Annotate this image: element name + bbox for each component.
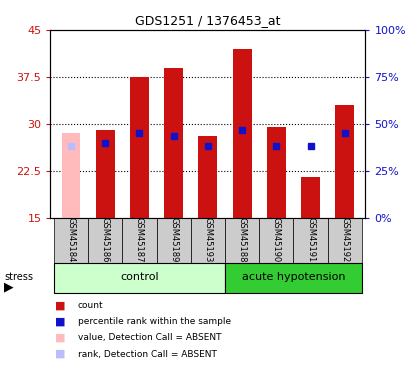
Bar — [259, 217, 294, 262]
Bar — [96, 130, 115, 218]
Text: GSM45186: GSM45186 — [101, 217, 110, 263]
Text: GSM45188: GSM45188 — [238, 217, 247, 263]
Text: ■: ■ — [55, 301, 65, 310]
Bar — [199, 136, 217, 218]
Text: rank, Detection Call = ABSENT: rank, Detection Call = ABSENT — [78, 350, 217, 358]
Bar — [328, 217, 362, 262]
Text: ■: ■ — [55, 317, 65, 327]
Text: percentile rank within the sample: percentile rank within the sample — [78, 317, 231, 326]
Text: ■: ■ — [55, 333, 65, 343]
Text: GSM45184: GSM45184 — [66, 217, 76, 262]
Text: GSM45192: GSM45192 — [340, 217, 349, 262]
Bar — [88, 217, 122, 262]
Bar — [336, 105, 354, 218]
Text: GSM45190: GSM45190 — [272, 217, 281, 262]
Bar — [233, 49, 252, 217]
Title: GDS1251 / 1376453_at: GDS1251 / 1376453_at — [135, 15, 281, 27]
Bar — [54, 217, 88, 262]
Text: control: control — [120, 273, 159, 282]
Text: value, Detection Call = ABSENT: value, Detection Call = ABSENT — [78, 333, 221, 342]
Text: GSM45191: GSM45191 — [306, 217, 315, 262]
Bar — [122, 217, 157, 262]
Bar — [54, 262, 225, 292]
Bar — [157, 217, 191, 262]
Text: GSM45193: GSM45193 — [203, 217, 213, 262]
Bar — [294, 217, 328, 262]
Bar — [225, 262, 362, 292]
Text: GSM45187: GSM45187 — [135, 217, 144, 263]
Text: GSM45189: GSM45189 — [169, 217, 178, 262]
Text: stress: stress — [4, 273, 33, 282]
Text: ■: ■ — [55, 349, 65, 359]
Text: ▶: ▶ — [4, 280, 14, 293]
Bar — [225, 217, 259, 262]
Bar — [267, 127, 286, 218]
Text: count: count — [78, 301, 103, 310]
Bar — [164, 68, 183, 218]
Bar — [61, 133, 80, 218]
Bar — [130, 77, 149, 218]
Bar — [191, 217, 225, 262]
Text: acute hypotension: acute hypotension — [242, 273, 345, 282]
Bar — [301, 177, 320, 218]
